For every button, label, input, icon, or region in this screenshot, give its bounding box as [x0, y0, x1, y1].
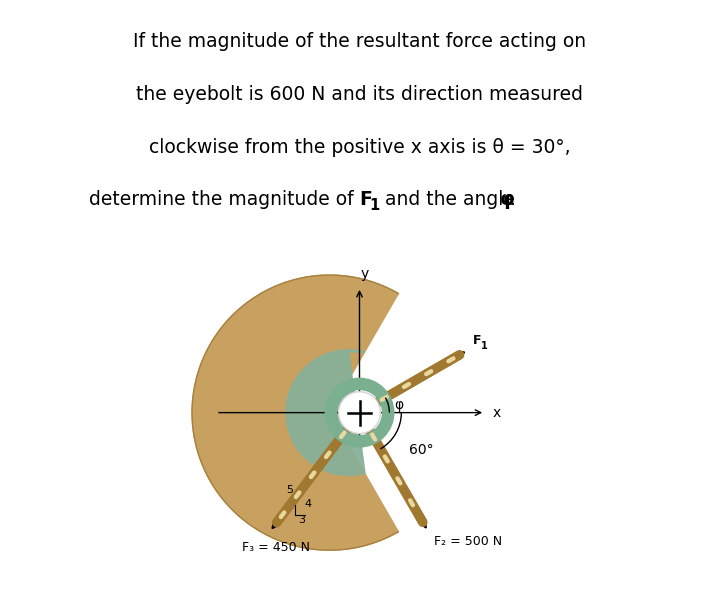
- Text: F: F: [360, 190, 372, 209]
- Text: clockwise from the positive x axis is θ = 30°,: clockwise from the positive x axis is θ …: [149, 138, 570, 157]
- Text: 5: 5: [285, 485, 293, 495]
- Text: 60°: 60°: [408, 443, 433, 457]
- Text: F: F: [473, 334, 482, 347]
- Polygon shape: [192, 275, 398, 550]
- Text: F₂ = 500 N: F₂ = 500 N: [434, 535, 503, 548]
- Text: x: x: [493, 405, 500, 420]
- Polygon shape: [286, 350, 365, 475]
- Text: the eyebolt is 600 N and its direction measured: the eyebolt is 600 N and its direction m…: [136, 85, 583, 104]
- Text: y: y: [360, 267, 368, 281]
- Text: 4: 4: [305, 499, 312, 509]
- Text: φ: φ: [500, 190, 514, 209]
- Text: 1: 1: [369, 198, 380, 213]
- Text: F₃ = 450 N: F₃ = 450 N: [242, 541, 309, 554]
- Text: 1: 1: [482, 341, 488, 351]
- Circle shape: [339, 392, 380, 434]
- Text: If the magnitude of the resultant force acting on: If the magnitude of the resultant force …: [133, 32, 586, 51]
- Text: determine the magnitude of: determine the magnitude of: [89, 190, 360, 209]
- Text: 3: 3: [298, 515, 305, 525]
- Text: and the angle: and the angle: [379, 190, 521, 209]
- Text: .: .: [510, 190, 516, 209]
- Text: φ: φ: [394, 398, 403, 413]
